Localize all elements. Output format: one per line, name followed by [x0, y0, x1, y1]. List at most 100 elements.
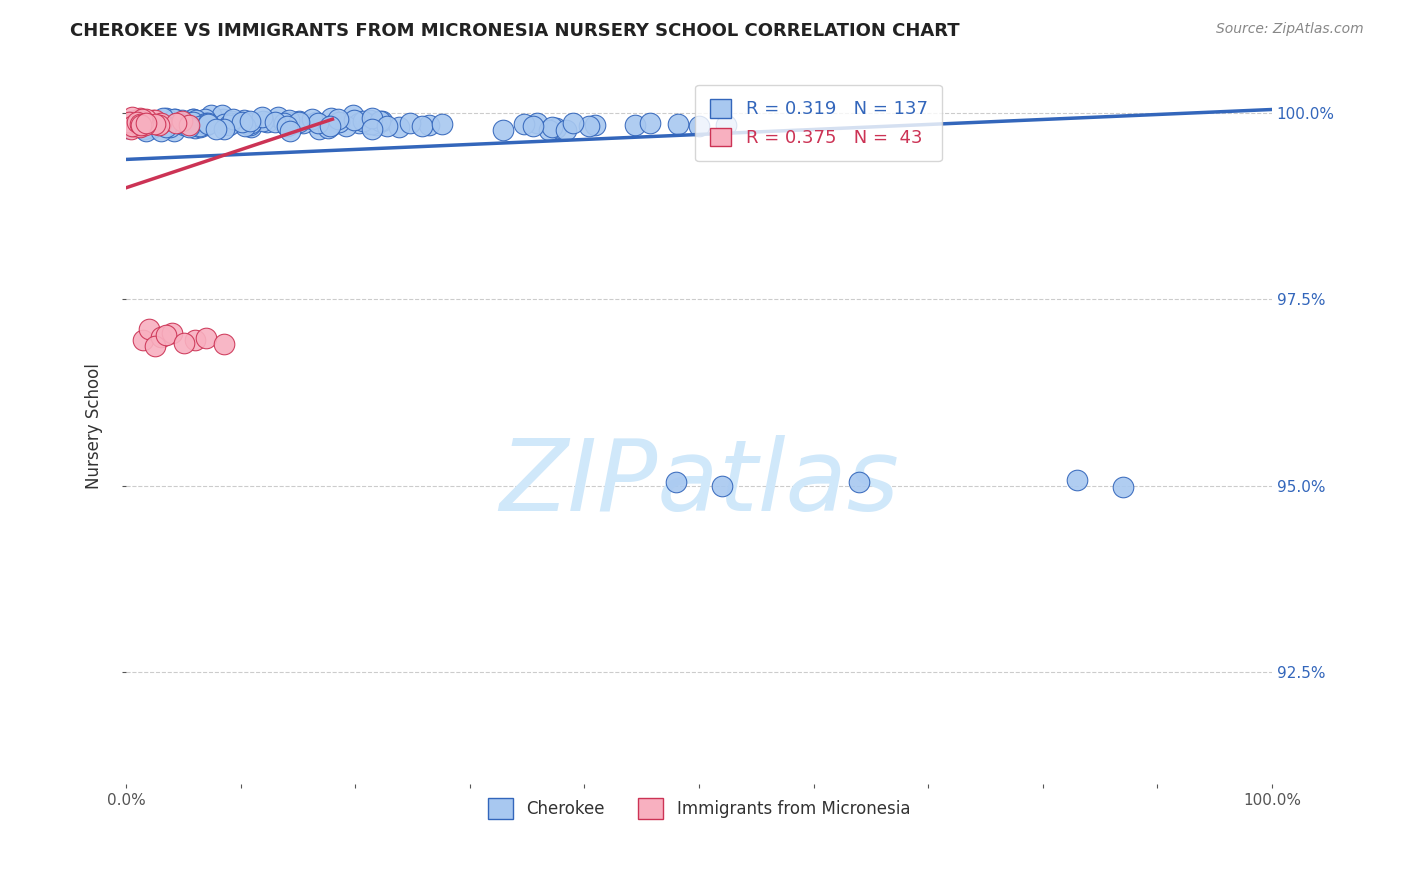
Point — [152, 111, 174, 125]
Point — [143, 112, 166, 127]
Point — [122, 113, 145, 128]
Point — [319, 119, 342, 133]
Point — [120, 115, 142, 129]
Point — [181, 115, 204, 129]
Point — [131, 115, 153, 129]
Point — [541, 120, 564, 135]
Point — [411, 120, 433, 134]
Point — [173, 116, 195, 130]
Point — [292, 116, 315, 130]
Point — [361, 117, 384, 131]
Point — [276, 119, 298, 133]
Point — [264, 115, 287, 129]
Point — [190, 120, 212, 134]
Point — [174, 115, 197, 129]
Point — [222, 112, 245, 126]
Point — [159, 120, 181, 134]
Point — [124, 116, 146, 130]
Point — [138, 322, 160, 336]
Point — [142, 117, 165, 131]
Point — [278, 113, 301, 128]
Point — [148, 116, 170, 130]
Point — [129, 120, 152, 135]
Point — [388, 120, 411, 135]
Point — [640, 116, 662, 130]
Point — [173, 335, 195, 350]
Point — [124, 116, 146, 130]
Point — [132, 121, 155, 136]
Point — [128, 119, 150, 133]
Point — [688, 119, 710, 133]
Point — [125, 115, 148, 129]
Point — [277, 115, 299, 129]
Point — [160, 326, 183, 340]
Point — [117, 115, 139, 129]
Point — [160, 113, 183, 128]
Point — [122, 115, 145, 129]
Point — [184, 120, 207, 135]
Point — [304, 115, 326, 129]
Point — [364, 118, 387, 132]
Point — [165, 116, 187, 130]
Point — [235, 119, 257, 133]
Point — [121, 111, 143, 125]
Point — [194, 116, 217, 130]
Point — [200, 108, 222, 122]
Point — [342, 108, 364, 122]
Point — [308, 122, 330, 136]
Point — [136, 118, 159, 132]
Point — [360, 112, 382, 126]
Point — [273, 115, 295, 129]
Point — [328, 115, 350, 129]
Point — [219, 116, 242, 130]
Point — [186, 112, 208, 127]
Point — [233, 113, 256, 128]
Point — [368, 114, 391, 128]
Point — [319, 112, 342, 126]
Point — [134, 118, 156, 132]
Point — [122, 114, 145, 128]
Point — [492, 123, 515, 137]
Point — [177, 118, 200, 132]
Point — [665, 475, 688, 489]
Point — [181, 112, 204, 126]
Point — [371, 114, 394, 128]
Point — [179, 119, 201, 133]
Point — [163, 112, 186, 127]
Point — [148, 118, 170, 132]
Point — [578, 119, 600, 133]
Point — [124, 116, 146, 130]
Point — [537, 122, 560, 136]
Point — [256, 114, 278, 128]
Point — [239, 120, 262, 135]
Point — [343, 113, 366, 128]
Point — [221, 114, 243, 128]
Point — [218, 119, 240, 133]
Point — [714, 118, 737, 132]
Point — [122, 117, 145, 131]
Point — [228, 115, 250, 129]
Point — [848, 475, 870, 489]
Point — [183, 112, 205, 127]
Point — [190, 115, 212, 129]
Point — [554, 122, 576, 136]
Point — [252, 113, 274, 128]
Point — [211, 108, 233, 122]
Point — [173, 118, 195, 132]
Point — [360, 113, 382, 128]
Point — [321, 119, 343, 133]
Point — [155, 328, 177, 343]
Point — [143, 339, 166, 353]
Point — [122, 119, 145, 133]
Point — [197, 117, 219, 131]
Point — [352, 114, 374, 128]
Point — [418, 119, 440, 133]
Point — [127, 115, 149, 129]
Point — [666, 117, 689, 131]
Point — [132, 334, 155, 348]
Point — [194, 112, 217, 127]
Point — [583, 118, 606, 132]
Point — [155, 111, 177, 125]
Point — [267, 111, 290, 125]
Point — [212, 337, 235, 351]
